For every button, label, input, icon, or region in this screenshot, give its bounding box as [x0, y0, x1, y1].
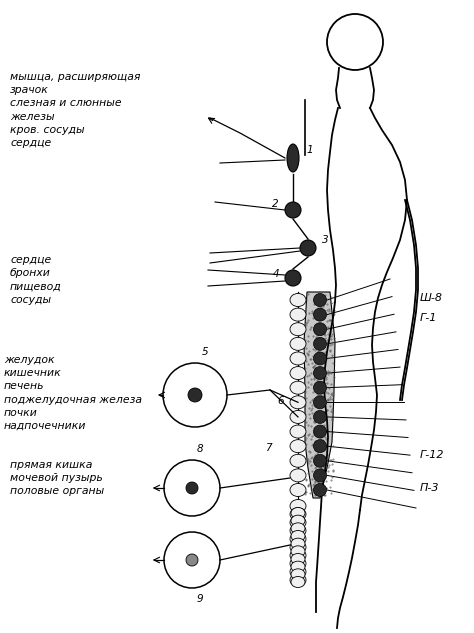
Circle shape	[186, 554, 198, 566]
Circle shape	[313, 352, 327, 365]
Circle shape	[188, 388, 202, 402]
Text: 2: 2	[273, 199, 279, 209]
Ellipse shape	[291, 569, 305, 580]
Ellipse shape	[290, 557, 306, 570]
Ellipse shape	[290, 323, 306, 335]
Text: прямая кишка
мочевой пузырь
половые органы: прямая кишка мочевой пузырь половые орга…	[10, 460, 104, 496]
Text: сердце
бронхи
пищевод
сосуды: сердце бронхи пищевод сосуды	[10, 255, 62, 304]
Text: 9: 9	[197, 594, 203, 604]
Circle shape	[313, 454, 327, 467]
Ellipse shape	[291, 508, 305, 518]
Ellipse shape	[290, 294, 306, 306]
Ellipse shape	[291, 553, 305, 565]
Text: 7: 7	[264, 443, 271, 453]
Ellipse shape	[290, 337, 306, 350]
Ellipse shape	[290, 549, 306, 562]
Ellipse shape	[291, 538, 305, 549]
Text: Г-12: Г-12	[420, 450, 445, 460]
Ellipse shape	[290, 484, 306, 496]
Polygon shape	[304, 292, 335, 498]
Ellipse shape	[290, 532, 306, 546]
Ellipse shape	[290, 541, 306, 554]
Ellipse shape	[290, 381, 306, 394]
Ellipse shape	[290, 410, 306, 423]
Text: 6: 6	[277, 396, 283, 406]
Circle shape	[313, 308, 327, 321]
Circle shape	[313, 484, 327, 496]
Circle shape	[313, 410, 327, 423]
Ellipse shape	[290, 508, 306, 521]
Text: 3: 3	[322, 235, 328, 245]
Ellipse shape	[291, 546, 305, 557]
Ellipse shape	[291, 515, 305, 526]
Text: Г-1: Г-1	[420, 313, 438, 323]
Ellipse shape	[291, 561, 305, 572]
Ellipse shape	[290, 573, 306, 587]
Circle shape	[300, 240, 316, 256]
Circle shape	[313, 425, 327, 438]
Ellipse shape	[290, 524, 306, 537]
Text: мышца, расширяющая
зрачок
слезная и слюнные
железы
кров. сосуды
сердце: мышца, расширяющая зрачок слезная и слюн…	[10, 72, 140, 148]
Ellipse shape	[290, 425, 306, 438]
Text: П-3: П-3	[420, 483, 439, 493]
Text: 4: 4	[273, 269, 279, 279]
Ellipse shape	[290, 396, 306, 409]
Ellipse shape	[290, 367, 306, 380]
Ellipse shape	[291, 530, 305, 541]
Ellipse shape	[290, 469, 306, 482]
Ellipse shape	[291, 523, 305, 534]
Ellipse shape	[290, 454, 306, 467]
Circle shape	[313, 337, 327, 350]
Ellipse shape	[290, 499, 306, 513]
Circle shape	[313, 323, 327, 335]
Circle shape	[313, 381, 327, 394]
Ellipse shape	[290, 440, 306, 453]
Ellipse shape	[287, 144, 299, 172]
Text: 8: 8	[197, 444, 203, 454]
Text: 1: 1	[307, 145, 314, 155]
Ellipse shape	[291, 577, 305, 587]
Ellipse shape	[290, 565, 306, 579]
Circle shape	[313, 396, 327, 409]
Circle shape	[313, 469, 327, 482]
Circle shape	[285, 202, 301, 218]
Circle shape	[285, 270, 301, 286]
Text: Ш-8: Ш-8	[420, 293, 443, 303]
Ellipse shape	[290, 308, 306, 321]
Ellipse shape	[290, 352, 306, 365]
Circle shape	[313, 440, 327, 453]
Circle shape	[186, 482, 198, 494]
Text: желудок
кишечник
печень
поджелудочная железа
почки
надпочечники: желудок кишечник печень поджелудочная же…	[4, 355, 142, 431]
Circle shape	[313, 294, 327, 306]
Circle shape	[313, 367, 327, 380]
Ellipse shape	[290, 516, 306, 529]
Text: 5: 5	[202, 347, 208, 357]
